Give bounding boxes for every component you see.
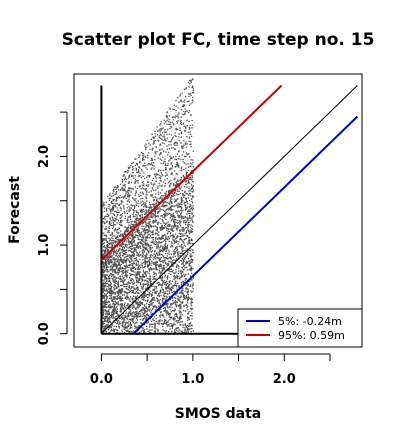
chart-lines [100,84,359,335]
x-axis-title: SMOS data [175,406,261,422]
legend-label: 5%: -0.24m [278,315,342,328]
x-axis: 0.0 1.0 2.0 [90,353,331,387]
x-tick-label: 0.0 [90,372,113,387]
y-axis: 0.0 1.0 2.0 [37,111,68,345]
y-tick-label: 2.0 [37,145,52,168]
quantile-95-line [100,84,283,261]
plot-border [73,73,363,348]
scatter-point-cloud [101,78,195,336]
legend-label: 95%: 0.59m [278,329,345,342]
x-tick-label: 1.0 [181,372,204,387]
y-axis-title: Forecast [7,176,23,244]
y-tick-label: 1.0 [37,234,52,257]
plot-frame [73,73,363,348]
legend-box [237,308,363,348]
scatter-points [101,78,195,336]
x-tick-label: 2.0 [273,372,296,387]
y-tick-label: 0.0 [37,322,52,345]
identity-line [101,85,358,335]
quantile-5-line [132,115,359,335]
chart-title: Scatter plot FC, time step no. 15 [62,30,375,50]
